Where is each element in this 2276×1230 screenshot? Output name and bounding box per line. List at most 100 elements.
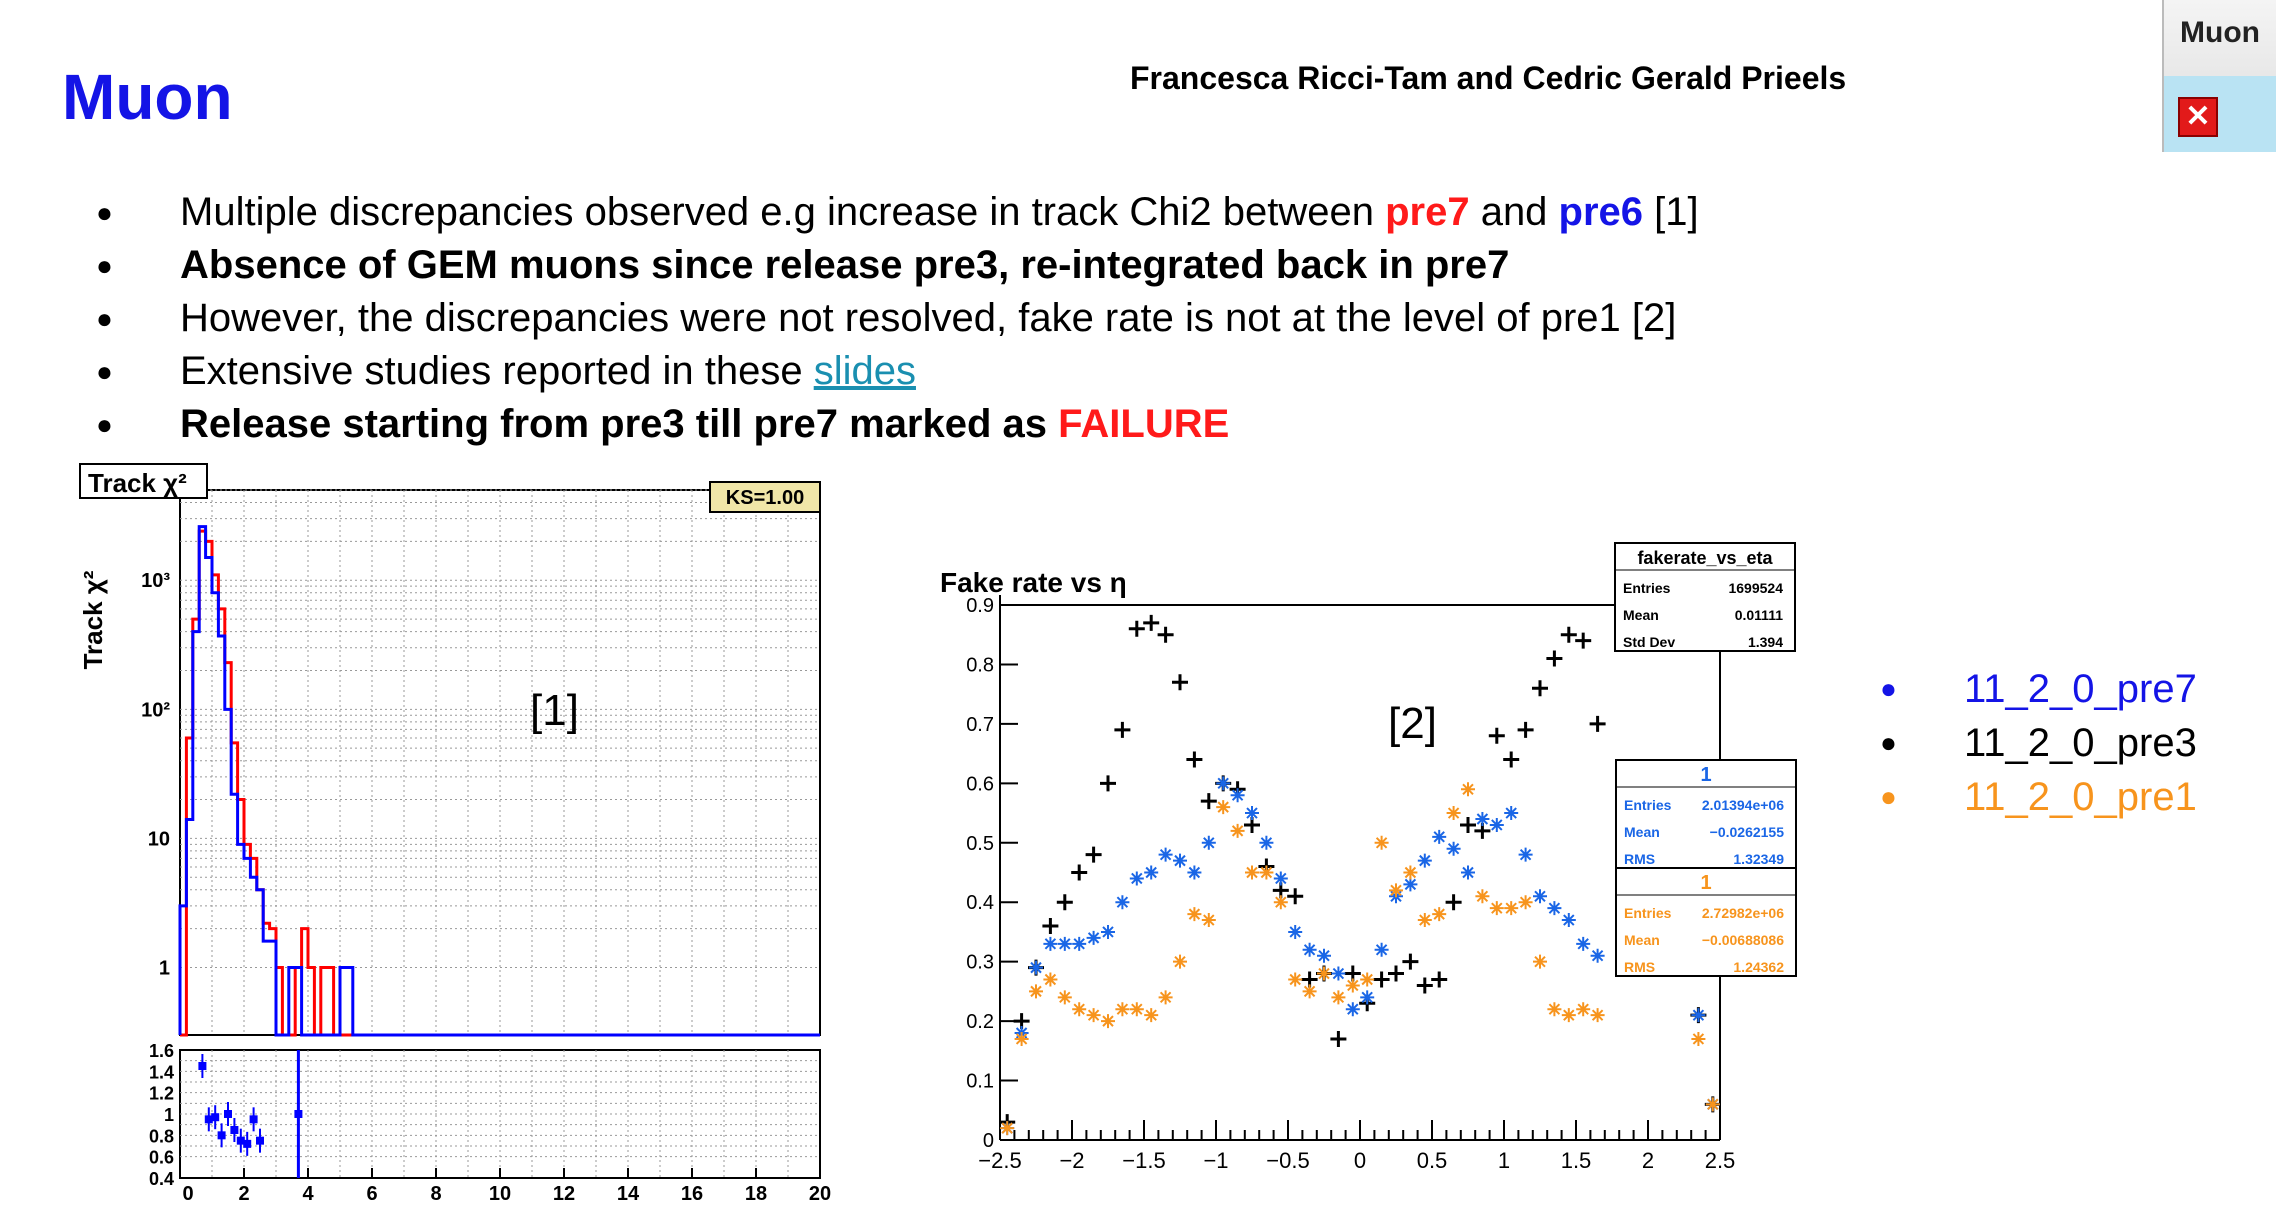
data-point: [1173, 954, 1187, 969]
data-point: [1201, 913, 1216, 928]
data-point: [1158, 847, 1173, 862]
y-tick-label: 0.4: [966, 892, 994, 914]
y-tick-label: 1.6: [149, 1041, 174, 1061]
ratio-grid: [180, 1050, 820, 1178]
data-point: [1533, 889, 1547, 904]
y-tick-label: 0.3: [966, 952, 994, 974]
data-point: [1691, 1008, 1706, 1023]
muon-badge[interactable]: Muon ✕: [2162, 0, 2276, 152]
data-point: [1143, 614, 1160, 631]
data-point: [1489, 901, 1504, 916]
x-tick-label: 12: [553, 1183, 575, 1200]
data-point: [1589, 715, 1606, 732]
stats-box: [1614, 542, 1796, 652]
badge-icon-box: ✕: [2164, 76, 2276, 152]
data-point: [1100, 775, 1116, 792]
x-tick-label: 16: [681, 1183, 703, 1200]
data-point: [1374, 835, 1389, 850]
x-tick-label: −1: [1203, 1148, 1228, 1173]
data-point: [1216, 776, 1231, 791]
x-tick-label: 1: [1498, 1148, 1510, 1173]
data-point: [1373, 971, 1390, 988]
histogram-y-ticks: 10³ 10² 10 1: [141, 570, 170, 979]
stats-title: 1: [1700, 764, 1711, 786]
stats-box: [1615, 867, 1797, 977]
histogram-title-box: [79, 463, 208, 499]
bullet-item: Multiple discrepancies observed e.g incr…: [96, 186, 1699, 239]
data-point: [1172, 674, 1188, 691]
data-point: [1403, 865, 1418, 880]
x-tick-label: 0.5: [1417, 1148, 1448, 1173]
data-point: [1259, 865, 1274, 880]
bullet-item: Release starting from pre3 till pre7 mar…: [96, 398, 1699, 451]
data-point: [1144, 1008, 1159, 1023]
data-point: [1029, 960, 1043, 975]
data-point: [1128, 620, 1145, 637]
data-point: [1575, 632, 1592, 649]
legend-item-pre7: 11_2_0_pre7: [1880, 662, 2197, 716]
x-tick-label: 0: [182, 1183, 193, 1200]
bullet-item: Absence of GEM muons since release pre3,…: [96, 239, 1699, 292]
data-point: [1057, 990, 1072, 1005]
y-tick-label: 0: [983, 1130, 994, 1152]
stats-key: RMS: [1624, 959, 1655, 975]
slides-link[interactable]: slides: [813, 349, 916, 393]
stats-key: Entries: [1624, 797, 1672, 813]
x-tick-label: 10: [489, 1183, 511, 1200]
data-point: [1043, 936, 1058, 951]
stats-key: Entries: [1623, 580, 1671, 596]
stats-value: 2.01394e+06: [1702, 797, 1784, 813]
data-point: [1532, 680, 1548, 697]
data-point: [1101, 1014, 1115, 1029]
data-point: [1331, 966, 1346, 981]
stats-key: Mean: [1624, 932, 1660, 948]
data-point: [1273, 871, 1288, 886]
y-tick-label: 1.4: [149, 1062, 174, 1082]
data-point: [1560, 626, 1577, 643]
data-point: [1461, 782, 1475, 797]
data-point: [1402, 953, 1419, 970]
data-point: [1085, 846, 1102, 863]
histogram-title: Track χ²: [88, 468, 187, 498]
bullet-item: However, the discrepancies were not reso…: [96, 292, 1699, 345]
ks-annotation: KS=1.00: [726, 487, 804, 509]
ratio-x-ticks: 0 2 4 6 8 10 12 14 16 18 20: [179, 1168, 831, 1200]
data-point: [1518, 895, 1533, 910]
data-point: [1288, 972, 1303, 987]
y-tick-label: 1: [159, 958, 170, 980]
y-tick-label: 0.6: [149, 1148, 174, 1168]
data-point: [1547, 1002, 1562, 1017]
stats-key: Mean: [1623, 607, 1659, 623]
badge-label: Muon: [2180, 16, 2260, 49]
legend-item-pre3: 11_2_0_pre3: [1880, 716, 2197, 770]
y-tick-label: 0.8: [149, 1126, 174, 1146]
data-point: [1043, 972, 1058, 987]
data-point: [1360, 972, 1375, 987]
data-point: [1330, 1030, 1347, 1047]
stats-title: 1: [1700, 872, 1711, 894]
stats-title: fakerate_vs_eta: [1637, 548, 1773, 568]
data-point: [1576, 936, 1591, 951]
data-point: [1691, 1031, 1706, 1046]
stats-value: 1.24362: [1733, 959, 1784, 975]
y-tick-label: 0.8: [966, 654, 994, 676]
x-tick-label: 18: [745, 1183, 767, 1200]
x-tick-label: −2.5: [978, 1148, 1021, 1173]
ratio-points: [198, 1050, 303, 1178]
stats-value: 1.394: [1748, 634, 1783, 650]
stats-key: RMS: [1624, 851, 1655, 867]
data-point: [1186, 751, 1203, 768]
data-point: [1187, 907, 1202, 922]
stats-value: 0.01111: [1735, 607, 1784, 623]
x-tick-label: 4: [302, 1183, 314, 1200]
authors: Francesca Ricci-Tam and Cedric Gerald Pr…: [1130, 60, 1847, 96]
failure-x-icon[interactable]: ✕: [2178, 97, 2218, 137]
data-point: [1403, 877, 1418, 892]
data-point: [1115, 1002, 1130, 1017]
histogram-series: [178, 525, 820, 1037]
slide-title: Muon: [62, 61, 233, 133]
bullet-text: pre7: [1385, 190, 1470, 234]
data-point: [1129, 1002, 1144, 1017]
data-point: [1432, 829, 1447, 844]
